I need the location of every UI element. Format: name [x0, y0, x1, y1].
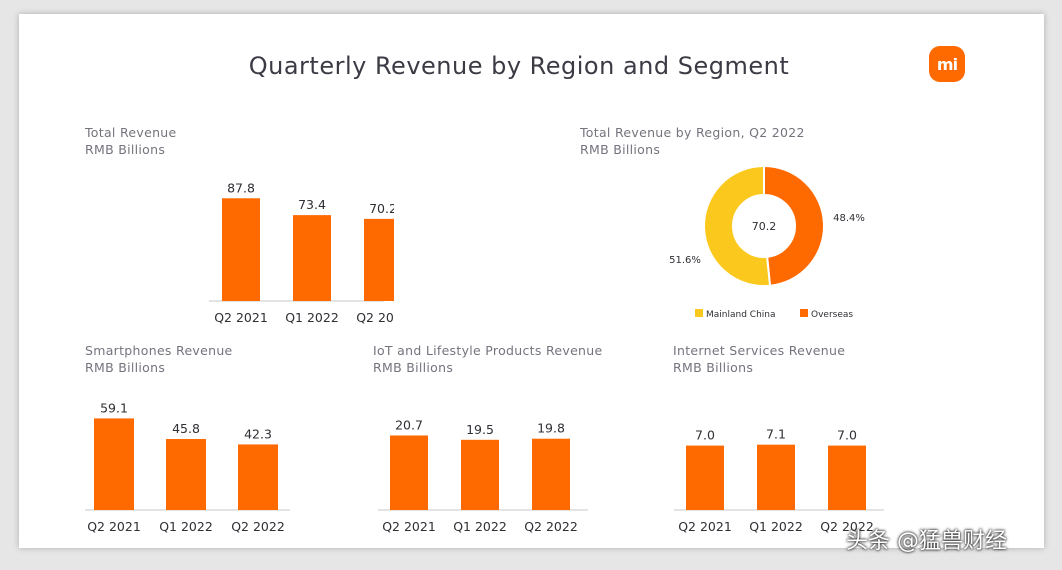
xiaomi-logo: mi [929, 46, 965, 82]
page-title: Quarterly Revenue by Region and Segment [248, 52, 790, 80]
x-tick-label: Q2 2021 [87, 519, 141, 534]
slice-label: 51.6% [669, 255, 701, 266]
iot-chart: 20.7 Q2 2021 19.5 Q1 2022 19.8 Q2 2022 [378, 417, 588, 534]
slide: Quarterly Revenue by Region and Segment … [19, 14, 1044, 548]
data-label: 7.0 [837, 428, 857, 443]
bar [828, 445, 866, 510]
data-label: 87.8 [227, 180, 255, 195]
x-tick-label: Q2 2022 [820, 519, 874, 534]
x-tick-label: Q2 2022 [231, 519, 285, 534]
data-label: 20.7 [395, 417, 423, 432]
x-tick-label: Q2 2022 [524, 519, 578, 534]
chart-title: Total Revenue by Region, Q2 2022 [580, 125, 805, 140]
data-label: 42.3 [244, 426, 272, 441]
total-revenue-heading: Total Revenue RMB Billions [85, 124, 177, 158]
smartphones-heading: Smartphones Revenue RMB Billions [85, 342, 233, 376]
slice-label: 48.4% [833, 213, 865, 224]
bar [293, 215, 331, 301]
bar [166, 439, 206, 510]
region-heading: Total Revenue by Region, Q2 2022 RMB Bil… [580, 124, 805, 158]
bar [222, 198, 260, 301]
internet-chart: 7.0 Q2 2021 7.1 Q1 2022 7.0 Q2 2022 [674, 427, 884, 534]
legend-label: Overseas [811, 310, 853, 320]
chart-title: IoT and Lifestyle Products Revenue [373, 343, 603, 358]
legend-label: Mainland China [706, 310, 776, 320]
x-tick-label: Q1 2022 [749, 519, 803, 534]
watermark: 头条 @猛兽财经 [846, 529, 1007, 554]
data-label: 70.2 [369, 201, 394, 216]
data-label: 7.0 [695, 428, 715, 443]
bar [686, 445, 724, 510]
data-label: 73.4 [298, 197, 326, 212]
chart-title: Internet Services Revenue [673, 343, 846, 358]
x-tick-label: Q1 2022 [159, 519, 213, 534]
internet-heading: Internet Services Revenue RMB Billions [673, 342, 845, 376]
bar [532, 438, 570, 510]
bar [238, 444, 278, 510]
data-label: 19.5 [466, 422, 494, 437]
legend-swatch [695, 309, 703, 317]
x-tick-label: Q2 2021 [382, 519, 436, 534]
bar [364, 218, 394, 301]
chart-subtitle: RMB Billions [673, 360, 754, 375]
region-donut-chart: 70.2 51.6% 48.4% Mainland China Overseas [669, 164, 865, 320]
bar [94, 418, 134, 510]
smartphones-chart: 59.1 Q2 2021 45.8 Q1 2022 42.3 Q2 2022 [85, 400, 290, 534]
chart-subtitle: RMB Billions [85, 142, 166, 157]
x-tick-label: Q2 2021 [678, 519, 732, 534]
chart-subtitle: RMB Billions [85, 360, 166, 375]
iot-heading: IoT and Lifestyle Products Revenue RMB B… [373, 342, 603, 376]
data-label: 45.8 [172, 421, 200, 436]
data-label: 19.8 [537, 421, 565, 436]
donut-center-label: 70.2 [752, 220, 777, 233]
bar [461, 439, 499, 510]
x-tick-label: Q1 2022 [453, 519, 507, 534]
total-revenue-chart: 87.8 Q2 2021 73.4 Q1 2022 70.2 Q2 2022 [209, 180, 394, 325]
x-tick-label: Q2 2021 [214, 310, 268, 325]
data-label: 59.1 [100, 400, 128, 415]
chart-subtitle: RMB Billions [580, 142, 661, 157]
x-tick-label: Q1 2022 [285, 310, 339, 325]
legend-swatch [800, 309, 808, 317]
x-tick-label: Q2 2022 [356, 310, 394, 325]
chart-title: Total Revenue [85, 125, 177, 140]
donut-slice-mainland-china [703, 164, 772, 287]
bar [757, 444, 795, 510]
donut-slice-overseas [763, 164, 825, 287]
bar [390, 435, 428, 510]
chart-title: Smartphones Revenue [85, 343, 233, 358]
chart-subtitle: RMB Billions [373, 360, 454, 375]
data-label: 7.1 [766, 427, 786, 442]
